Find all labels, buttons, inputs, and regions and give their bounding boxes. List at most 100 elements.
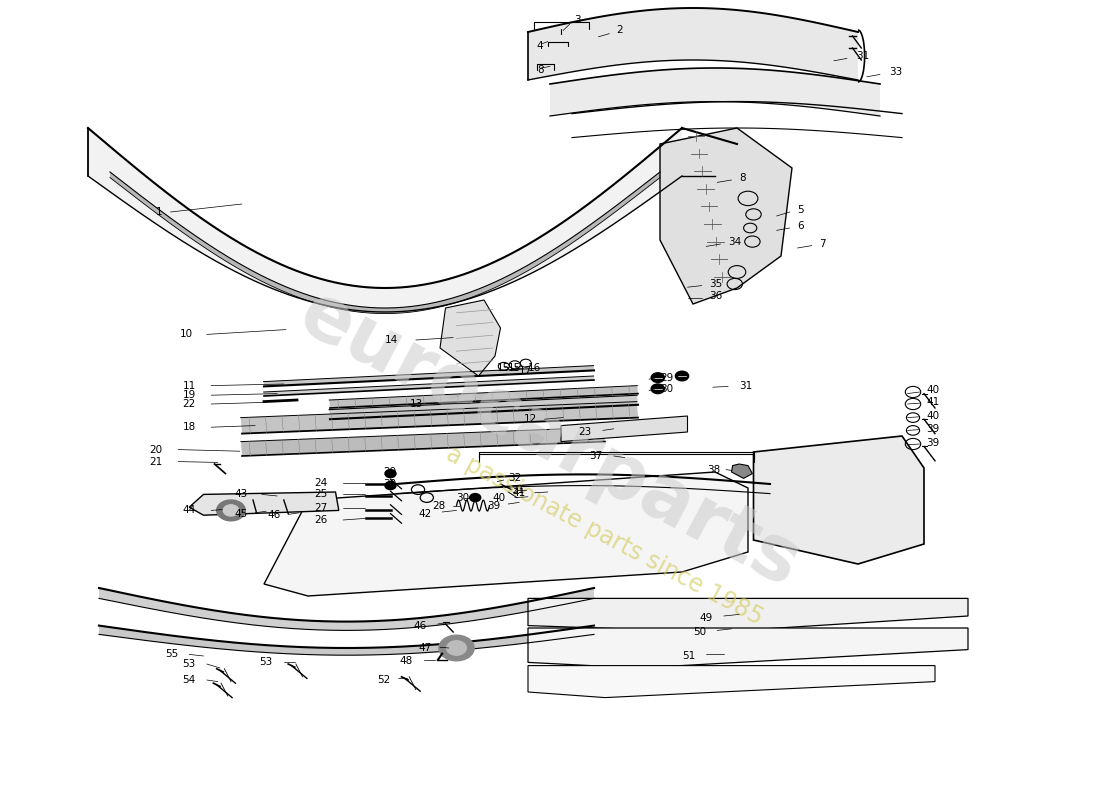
- Circle shape: [385, 470, 396, 478]
- Text: 11: 11: [183, 381, 196, 390]
- Text: 8: 8: [537, 66, 543, 75]
- Circle shape: [675, 371, 689, 381]
- Text: 41: 41: [513, 488, 526, 498]
- Polygon shape: [528, 628, 968, 668]
- Text: 27: 27: [315, 503, 328, 513]
- Text: 29: 29: [383, 467, 396, 477]
- Text: 39: 39: [926, 438, 939, 448]
- Text: 41: 41: [926, 398, 939, 407]
- Text: 14: 14: [385, 335, 398, 345]
- Circle shape: [385, 482, 396, 490]
- Text: 3: 3: [574, 15, 581, 25]
- Text: 55: 55: [165, 650, 178, 659]
- Text: 39: 39: [487, 501, 500, 510]
- Text: 15: 15: [497, 363, 510, 373]
- Polygon shape: [528, 598, 968, 632]
- Polygon shape: [660, 128, 792, 304]
- Text: 48: 48: [399, 656, 412, 666]
- Text: 54: 54: [183, 675, 196, 685]
- Text: 30: 30: [383, 479, 396, 489]
- Text: 8: 8: [739, 173, 746, 182]
- Text: 52: 52: [377, 675, 390, 685]
- Text: 23: 23: [579, 427, 592, 437]
- Text: 50: 50: [693, 627, 706, 637]
- Text: 46: 46: [267, 510, 280, 520]
- Text: 40: 40: [926, 386, 939, 395]
- Text: 47: 47: [418, 643, 431, 653]
- Text: 18: 18: [183, 422, 196, 432]
- Text: 26: 26: [315, 515, 328, 525]
- Polygon shape: [110, 172, 660, 314]
- Text: 16: 16: [528, 363, 541, 373]
- Polygon shape: [189, 492, 339, 515]
- Polygon shape: [264, 376, 594, 396]
- Text: 36: 36: [710, 291, 723, 301]
- Polygon shape: [329, 395, 638, 419]
- Polygon shape: [99, 588, 594, 630]
- Text: 30: 30: [456, 493, 470, 502]
- Text: 13: 13: [410, 399, 424, 409]
- Text: 31: 31: [739, 381, 752, 390]
- Text: 35: 35: [710, 279, 723, 289]
- Text: 34: 34: [728, 237, 741, 246]
- Text: 39: 39: [926, 424, 939, 434]
- Text: 15: 15: [508, 363, 521, 373]
- Text: 53: 53: [260, 658, 273, 667]
- Text: 17: 17: [519, 366, 532, 376]
- Text: 37: 37: [590, 451, 603, 461]
- Polygon shape: [561, 416, 688, 442]
- Text: 31: 31: [856, 51, 869, 61]
- Circle shape: [217, 500, 245, 521]
- Polygon shape: [329, 386, 638, 408]
- Polygon shape: [99, 626, 594, 655]
- Text: 28: 28: [432, 501, 446, 510]
- Circle shape: [470, 494, 481, 502]
- Text: eurocarparts: eurocarparts: [287, 277, 813, 603]
- Polygon shape: [88, 128, 682, 312]
- Text: 43: 43: [234, 490, 248, 499]
- Polygon shape: [528, 8, 858, 80]
- Circle shape: [447, 641, 466, 655]
- Text: 6: 6: [798, 221, 804, 230]
- Text: 25: 25: [315, 490, 328, 499]
- Text: 32: 32: [508, 474, 521, 483]
- Polygon shape: [264, 472, 748, 596]
- Text: 24: 24: [315, 478, 328, 488]
- Text: 2: 2: [616, 26, 623, 35]
- Polygon shape: [440, 300, 500, 376]
- Text: 30: 30: [660, 384, 673, 394]
- Circle shape: [651, 384, 664, 394]
- Text: 44: 44: [183, 506, 196, 515]
- Circle shape: [223, 505, 239, 516]
- Text: 38: 38: [707, 466, 721, 475]
- Text: 40: 40: [926, 411, 939, 421]
- Text: 5: 5: [798, 205, 804, 214]
- Text: 19: 19: [183, 390, 196, 400]
- Text: a passionate parts since 1985: a passionate parts since 1985: [442, 442, 768, 630]
- Text: 53: 53: [183, 659, 196, 669]
- Polygon shape: [241, 427, 605, 456]
- Polygon shape: [732, 464, 752, 478]
- Text: 20: 20: [150, 445, 163, 454]
- Text: 45: 45: [234, 509, 248, 518]
- Polygon shape: [264, 366, 594, 386]
- Text: 4: 4: [537, 42, 543, 51]
- Text: 40: 40: [493, 493, 506, 502]
- Text: 51: 51: [682, 651, 695, 661]
- Text: 1: 1: [156, 207, 163, 217]
- Polygon shape: [528, 666, 935, 698]
- Text: 49: 49: [700, 613, 713, 622]
- Polygon shape: [754, 436, 924, 564]
- Text: 42: 42: [418, 509, 431, 518]
- Text: 29: 29: [660, 373, 673, 382]
- Text: 22: 22: [183, 399, 196, 409]
- Text: 33: 33: [889, 67, 902, 77]
- Text: 46: 46: [414, 621, 427, 630]
- Polygon shape: [241, 402, 638, 434]
- Circle shape: [439, 635, 474, 661]
- Text: 7: 7: [820, 239, 826, 249]
- Circle shape: [651, 373, 664, 382]
- Text: 10: 10: [179, 330, 192, 339]
- Polygon shape: [550, 68, 880, 116]
- Text: 21: 21: [150, 457, 163, 466]
